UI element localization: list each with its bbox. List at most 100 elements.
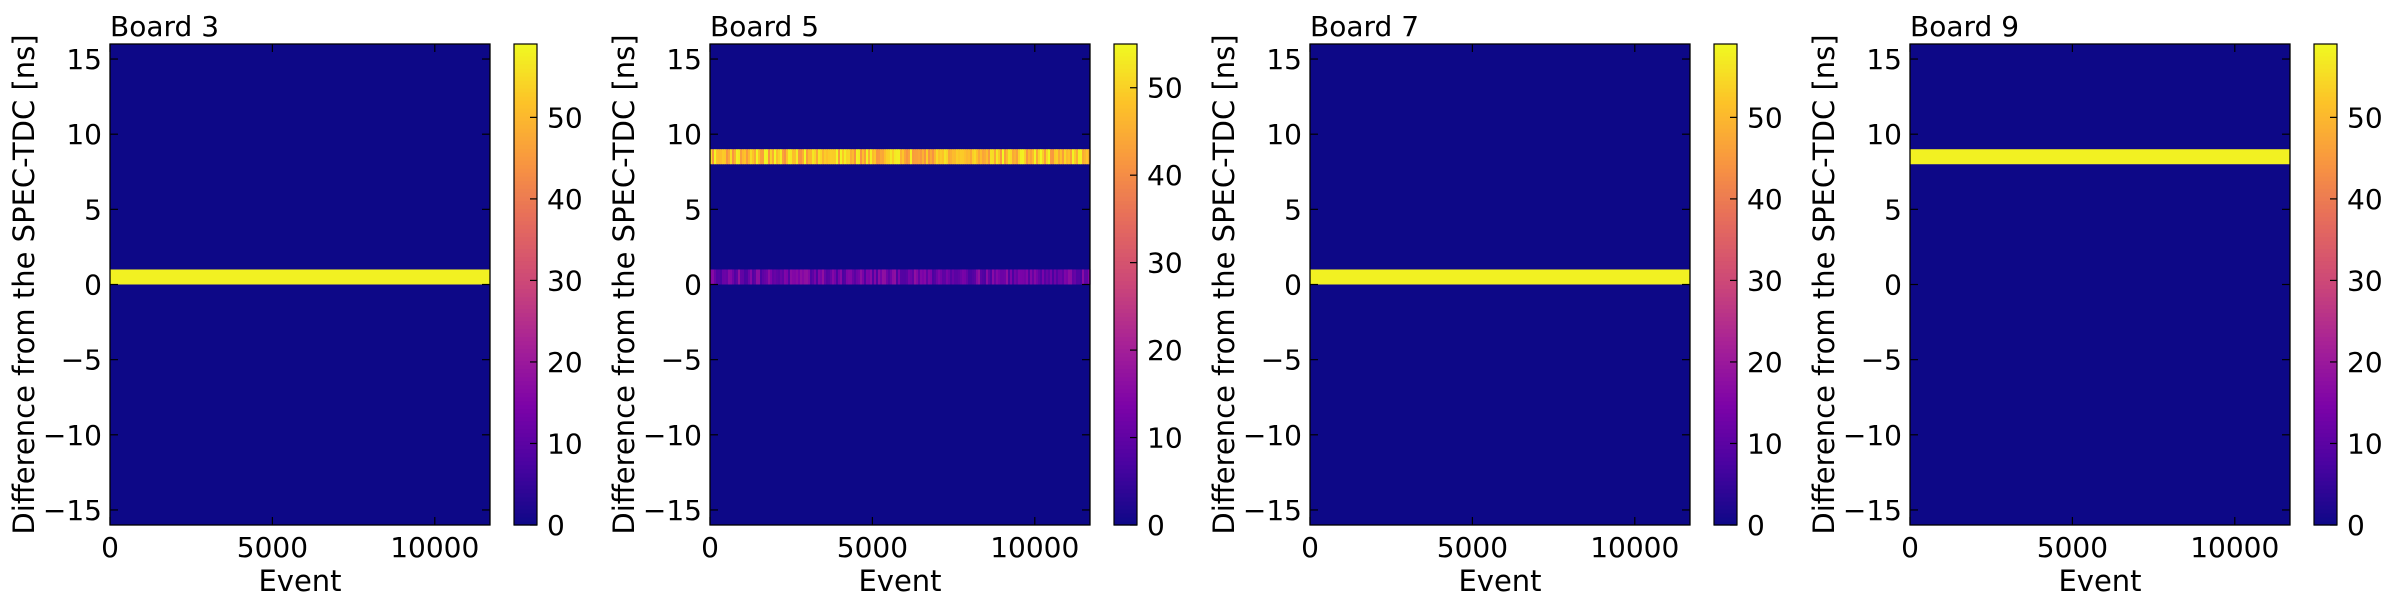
heatmap-cell [1026, 269, 1029, 285]
colorbar-segment [514, 436, 537, 442]
heatmap-cell [946, 149, 949, 165]
heatmap-cell [1056, 149, 1059, 165]
colorbar-segment [514, 176, 537, 181]
colorbar-segment [1714, 344, 1737, 350]
x-tick-label: 0 [1901, 531, 1919, 564]
heatmap-cell [770, 269, 773, 285]
colorbar-segment [514, 224, 537, 229]
heatmap-cell [930, 149, 933, 165]
colorbar-segment [2314, 356, 2337, 362]
colorbar-segment [514, 144, 537, 149]
colorbar-segment [1714, 400, 1737, 406]
colorbar-segment [1714, 520, 1737, 526]
colorbar-segment [1714, 328, 1737, 334]
heatmap-cell [934, 149, 937, 165]
heatmap-cell [784, 149, 787, 165]
heatmap-cell [844, 269, 847, 285]
colorbar-segment [514, 204, 537, 209]
colorbar-segment [1114, 444, 1137, 450]
heatmap-cell [1038, 269, 1041, 285]
heatmap-cell [728, 149, 731, 165]
heatmap-cell [980, 149, 983, 165]
colorbar-segment [1114, 248, 1137, 254]
heatmap-cell [1048, 269, 1051, 285]
colorbar-segment [2314, 164, 2337, 169]
x-axis-label: Event [258, 564, 341, 598]
colorbar-segment [2314, 368, 2337, 374]
colorbar-segment [514, 468, 537, 474]
colorbar-segment [514, 452, 537, 458]
colorbar-segment [514, 168, 537, 173]
colorbar-frame [513, 43, 538, 526]
x-tick-label: 0 [701, 531, 719, 564]
colorbar-segment [1714, 492, 1737, 498]
colorbar-segment [1114, 308, 1137, 314]
heatmap-cell [884, 269, 887, 285]
heatmap-cell [776, 149, 779, 165]
heatmap-cell [1076, 269, 1079, 285]
colorbar-segment [1114, 412, 1137, 418]
heatmap-cell [986, 269, 989, 285]
colorbar-segment [514, 76, 537, 81]
colorbar-segment [514, 160, 537, 165]
y-tick-label: 0 [1884, 269, 1902, 302]
colorbar-segment [1114, 44, 1137, 49]
colorbar-segment [2314, 464, 2337, 470]
colorbar-segment [1714, 452, 1737, 458]
colorbar-segment [2314, 400, 2337, 406]
heatmap-cell [878, 269, 881, 285]
colorbar-segment [1114, 324, 1137, 330]
heatmap-cell [710, 269, 713, 285]
heatmap-cell [858, 269, 861, 285]
colorbar-segment [2314, 88, 2337, 93]
colorbar-segment [514, 244, 537, 250]
panel-title: Board 7 [1310, 10, 1419, 43]
colorbar-segment [2314, 240, 2337, 246]
heatmap-cell [1014, 149, 1017, 165]
heatmap-cell [774, 269, 777, 285]
colorbar-segment [1714, 308, 1737, 314]
colorbar-segment [1714, 104, 1737, 109]
heatmap-cell [1032, 269, 1035, 285]
y-tick-label: −10 [1243, 419, 1302, 452]
colorbar-segment [514, 508, 537, 514]
heatmap-cell [1044, 149, 1047, 165]
colorbar-segment [1714, 116, 1737, 121]
colorbar-segment [1714, 124, 1737, 129]
colorbar-segment [1714, 272, 1737, 278]
colorbar-segment [514, 60, 537, 65]
heatmap-cell [1070, 269, 1073, 285]
colorbar-segment [1114, 264, 1137, 270]
heatmap-cell [932, 149, 935, 165]
heatmap-cell [1000, 149, 1003, 165]
colorbar-segment [1714, 128, 1737, 133]
colorbar-segment [1714, 68, 1737, 73]
heatmap-cell [992, 149, 995, 165]
heatmap-cell [840, 149, 843, 165]
colorbar-segment [514, 84, 537, 89]
colorbar-segment [514, 420, 537, 426]
colorbar-segment [1114, 316, 1137, 322]
heatmap-cell [836, 149, 839, 165]
heatmap-cell [956, 269, 959, 285]
y-tick-label: 15 [666, 43, 702, 76]
colorbar-tick-label: 20 [547, 346, 583, 379]
heatmap-cell [1016, 149, 1019, 165]
heatmap-cell [884, 149, 887, 165]
heatmap-cell [792, 269, 795, 285]
heatmap-cell [892, 149, 895, 165]
heatmap-cell [762, 149, 765, 165]
heatmap-cell [814, 269, 817, 285]
colorbar-segment [1114, 408, 1137, 414]
heatmap-cell [718, 149, 721, 165]
colorbar-segment [514, 92, 537, 97]
heatmap-cell [864, 269, 867, 285]
heatmap-band-1 [710, 149, 1091, 165]
heatmap-cell [1024, 149, 1027, 165]
colorbar-segment [514, 488, 537, 494]
x-tick-label: 0 [101, 531, 119, 564]
colorbar-segment [1114, 472, 1137, 478]
heatmap-cell [856, 269, 859, 285]
heatmap-cell [1080, 149, 1083, 165]
heatmap-cell [790, 269, 793, 285]
